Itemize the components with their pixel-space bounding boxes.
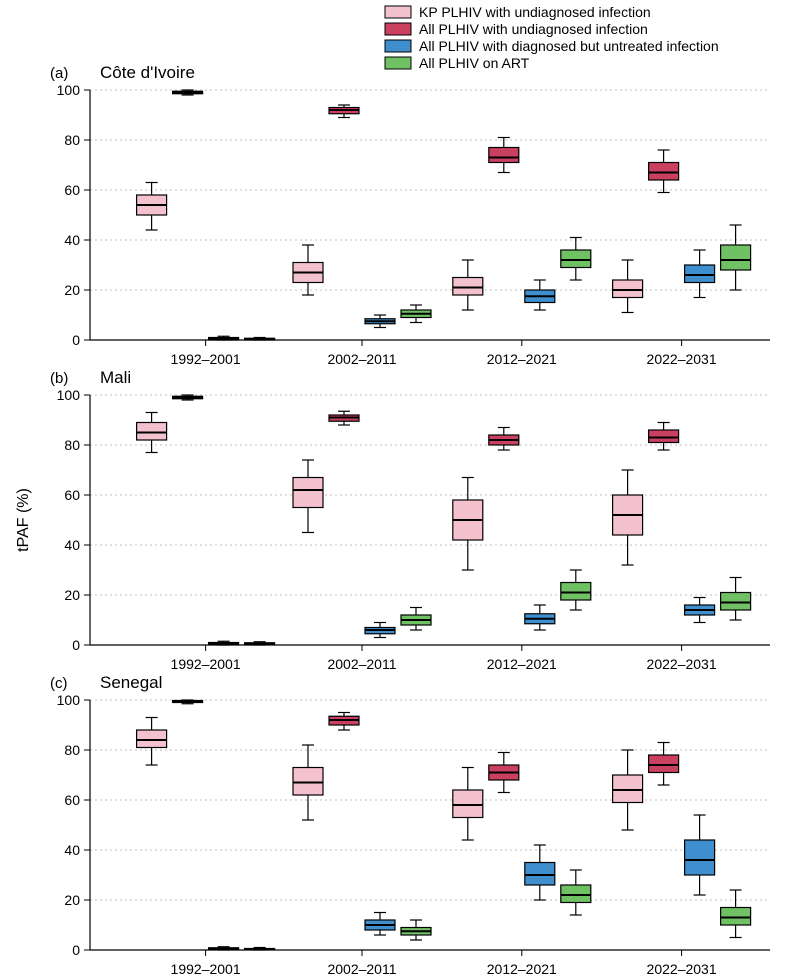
panel-title: Mali [100,368,131,387]
legend-label-diag_untreated: All PLHIV with diagnosed but untreated i… [419,38,719,54]
panel-1: 0 20 40 60 80 100(b) Mali 1992–2001 2002–2011 201… [50,368,770,672]
box-on_art [721,908,751,926]
box-diag_untreated [685,265,715,283]
panel-0: 0 20 40 60 80 100(a) Côte d'Ivoire 1992–2001 200… [50,63,770,367]
box-all_undiag [649,430,679,443]
box-all_undiag [649,755,679,773]
xtick-label: 2012–2021 [487,961,557,975]
legend-swatch-all_undiag [385,23,411,35]
legend-swatch-diag_untreated [385,40,411,52]
box-kp [453,790,483,818]
box-kp [453,278,483,296]
xtick-label: 2002–2011 [327,656,396,672]
xtick-label: 2022–2031 [647,351,717,367]
box-diag_untreated [525,863,555,886]
xtick-label: 2012–2021 [487,351,557,367]
box-all_undiag [649,163,679,181]
xtick-label: 2002–2011 [327,961,396,975]
box-on_art [561,885,591,903]
chart-svg: KP PLHIV with undiagnosed infectionAll P… [0,0,800,975]
box-on_art [561,583,591,601]
panel-label: (b) [50,370,68,387]
xtick-label: 2012–2021 [487,656,557,672]
ytick-label: 40 [64,537,80,553]
ytick-label: 60 [64,487,80,503]
box-all_undiag [489,148,519,163]
box-on_art [721,593,751,611]
legend: KP PLHIV with undiagnosed infectionAll P… [385,4,719,71]
ytick-label: 20 [64,587,80,603]
xtick-label: 1992–2001 [171,351,241,367]
legend-label-all_undiag: All PLHIV with undiagnosed infection [419,21,648,37]
box-on_art [561,250,591,268]
box-kp [613,280,643,298]
xtick-label: 2022–2031 [647,656,717,672]
box-kp [137,730,167,748]
ytick-label: 0 [72,332,80,348]
ytick-label: 80 [64,132,80,148]
xtick-label: 1992–2001 [171,961,241,975]
ytick-label: 0 [72,637,80,653]
box-on_art [721,245,751,270]
ytick-label: 40 [64,842,80,858]
ytick-label: 0 [72,942,80,958]
box-kp [613,775,643,803]
box-kp [293,768,323,796]
panel-2: 0 20 40 60 80 100(c) Senegal 1992–2001 2002–2011… [50,673,770,975]
legend-label-kp: KP PLHIV with undiagnosed infection [419,4,651,20]
panel-label: (c) [50,675,68,692]
panel-title: Côte d'Ivoire [100,63,195,82]
ytick-label: 80 [64,742,80,758]
chart-root: KP PLHIV with undiagnosed infectionAll P… [0,0,800,975]
y-axis-title: tPAF (%) [15,488,32,552]
box-kp [137,423,167,441]
xtick-label: 2022–2031 [647,961,717,975]
box-kp [293,478,323,508]
legend-swatch-kp [385,6,411,18]
xtick-label: 1992–2001 [171,656,241,672]
ytick-label: 60 [64,792,80,808]
ytick-label: 20 [64,282,80,298]
ytick-label: 60 [64,182,80,198]
legend-label-on_art: All PLHIV on ART [419,55,530,71]
ytick-label: 100 [57,387,81,403]
xtick-label: 2002–2011 [327,351,396,367]
panel-label: (a) [50,65,68,82]
box-diag_untreated [685,840,715,875]
ytick-label: 100 [57,82,81,98]
ytick-label: 100 [57,692,81,708]
legend-swatch-on_art [385,57,411,69]
panel-title: Senegal [100,673,162,692]
ytick-label: 40 [64,232,80,248]
ytick-label: 80 [64,437,80,453]
ytick-label: 20 [64,892,80,908]
